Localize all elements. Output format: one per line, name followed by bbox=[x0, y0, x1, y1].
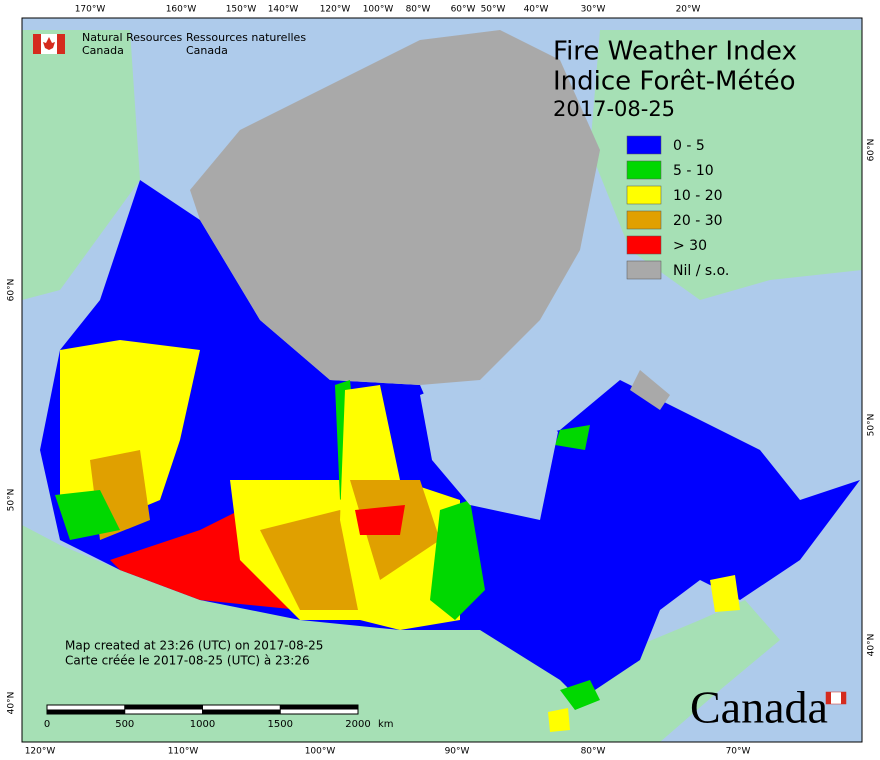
fire-region bbox=[548, 708, 570, 732]
lon-label: 60°W bbox=[451, 5, 476, 15]
lon-label: 80°W bbox=[406, 5, 431, 15]
agency-en: Natural Resources bbox=[82, 31, 183, 44]
title-en: Fire Weather Index bbox=[553, 37, 797, 67]
legend-swatch bbox=[626, 135, 662, 155]
wordmark-flag-band bbox=[841, 692, 846, 704]
lat-label: 40°N bbox=[7, 692, 17, 715]
lon-label: 140°W bbox=[268, 5, 299, 15]
lon-label: 100°W bbox=[305, 747, 336, 757]
credit-en: Map created at 23:26 (UTC) on 2017-08-25 bbox=[65, 639, 323, 653]
agency-fr: Ressources naturelles bbox=[186, 31, 306, 44]
lon-label: 120°W bbox=[320, 5, 351, 15]
scale-segment bbox=[47, 709, 125, 714]
fire-region bbox=[55, 490, 120, 540]
legend: 0 - 5 5 - 10 10 - 20 20 - 30 > 30 Nil / s.o. bbox=[626, 135, 729, 280]
lon-label: 160°W bbox=[166, 5, 197, 15]
lon-label: 120°W bbox=[25, 747, 56, 757]
wordmark-text: Canada bbox=[690, 682, 828, 733]
lat-label: 50°N bbox=[867, 414, 877, 437]
legend-swatch bbox=[626, 235, 662, 255]
scale-label: 1000 bbox=[190, 719, 215, 730]
legend-label: Nil / s.o. bbox=[673, 263, 729, 279]
lat-label: 60°N bbox=[7, 279, 17, 302]
graticule-labels: 170°W 160°W 150°W 140°W 120°W 100°W 80°W 60°W 50… bbox=[7, 5, 877, 757]
legend-label: 0 - 5 bbox=[673, 138, 705, 154]
scale-label: 1500 bbox=[268, 719, 293, 730]
lon-label: 80°W bbox=[581, 747, 606, 757]
map-frame bbox=[21, 17, 863, 743]
scale-segment bbox=[124, 705, 203, 710]
lat-label: 60°N bbox=[867, 139, 877, 162]
maple-leaf bbox=[43, 37, 55, 50]
scale-unit: km bbox=[378, 719, 394, 730]
fire-region bbox=[355, 505, 405, 535]
fire-regions bbox=[40, 30, 860, 732]
lon-label: 30°W bbox=[581, 5, 606, 15]
fire-region bbox=[430, 500, 485, 620]
legend-swatch bbox=[626, 260, 662, 280]
fire-region bbox=[630, 370, 670, 410]
scale-label: 500 bbox=[115, 719, 134, 730]
greenland bbox=[590, 30, 862, 300]
fire-region bbox=[190, 30, 600, 385]
fire-region bbox=[710, 575, 740, 612]
lon-label: 20°W bbox=[676, 5, 701, 15]
agency-en: Canada bbox=[82, 44, 124, 57]
alaska bbox=[22, 30, 140, 300]
scale-label: 2000 bbox=[345, 719, 370, 730]
lon-label: 150°W bbox=[226, 5, 257, 15]
legend-swatch bbox=[626, 160, 662, 180]
lon-label: 90°W bbox=[445, 747, 470, 757]
map-date: 2017-08-25 bbox=[553, 97, 675, 121]
legend-label: 5 - 10 bbox=[673, 163, 714, 179]
legend-label: 10 - 20 bbox=[673, 188, 723, 204]
scale-bar: 0 500 1000 1500 2000 km bbox=[44, 704, 394, 730]
lat-label: 50°N bbox=[7, 489, 17, 512]
lon-label: 50°W bbox=[481, 5, 506, 15]
fire-region bbox=[555, 425, 590, 450]
lat-label: 40°N bbox=[867, 634, 877, 657]
lon-label: 170°W bbox=[75, 5, 106, 15]
scale-segment bbox=[280, 705, 358, 710]
lon-label: 70°W bbox=[726, 747, 751, 757]
title-fr: Indice Forêt-Météo bbox=[553, 67, 796, 97]
flag-band bbox=[33, 34, 41, 54]
scale-segment bbox=[202, 709, 281, 714]
flag-band bbox=[57, 34, 65, 54]
wordmark: Canada bbox=[690, 682, 847, 733]
lon-label: 100°W bbox=[363, 5, 394, 15]
legend-label: > 30 bbox=[673, 238, 707, 254]
legend-swatch bbox=[626, 210, 662, 230]
agency-fr: Canada bbox=[186, 44, 228, 57]
wordmark-flag-band bbox=[826, 692, 831, 704]
legend-label: 20 - 30 bbox=[673, 213, 723, 229]
legend-swatch bbox=[626, 185, 662, 205]
lon-label: 40°W bbox=[524, 5, 549, 15]
lon-label: 110°W bbox=[168, 747, 199, 757]
scale-label: 0 bbox=[44, 719, 50, 730]
header: Natural Resources Canada Ressources natu… bbox=[33, 31, 306, 57]
credit-fr: Carte créée le 2017-08-25 (UTC) à 23:26 bbox=[65, 654, 310, 668]
fire-region bbox=[560, 680, 600, 710]
hudson-bay bbox=[420, 385, 558, 520]
